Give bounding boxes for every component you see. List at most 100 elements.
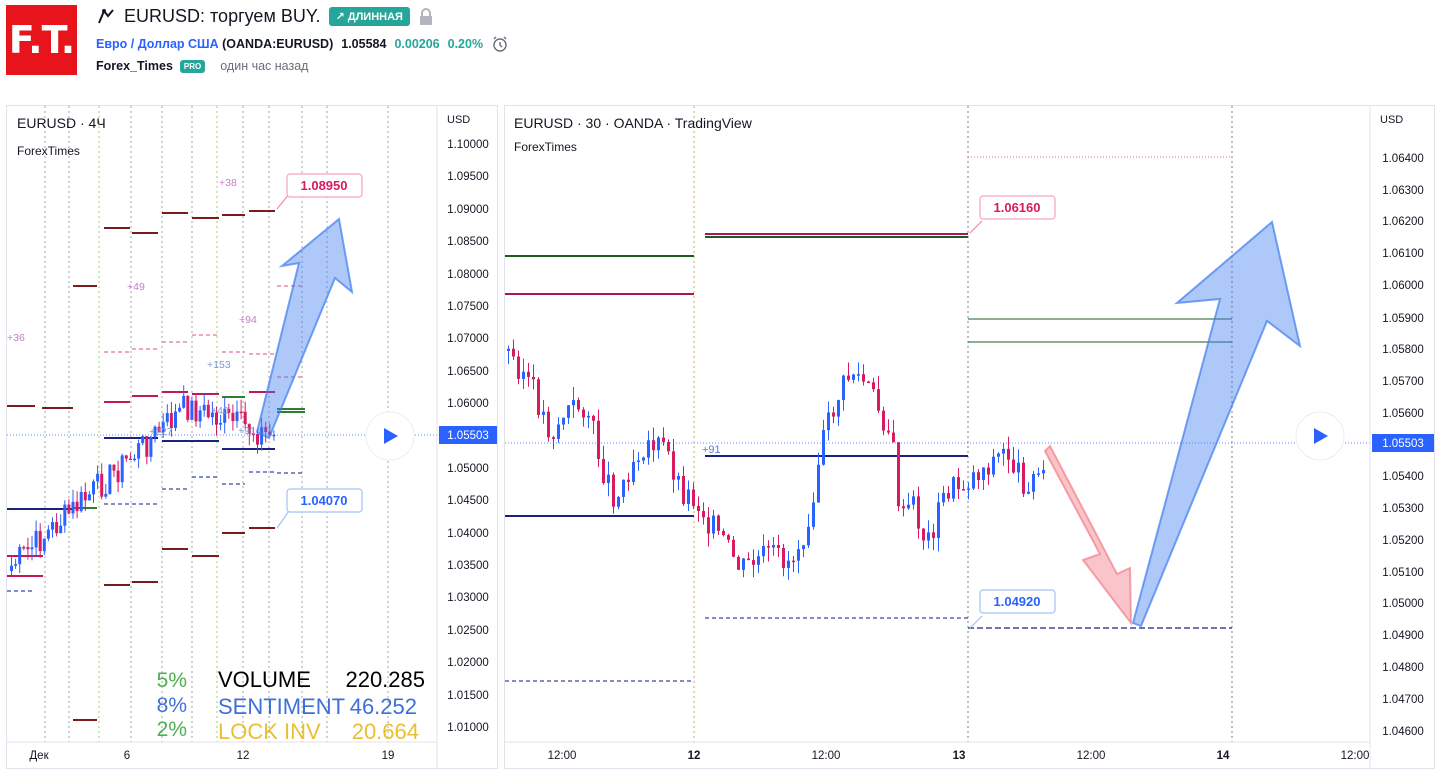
symbol-description: Евро / Доллар США: [96, 37, 219, 51]
right-chart-canvas[interactable]: +91 1.06160 1.04920 EURUSD · 30 · OANDA …: [505, 106, 1434, 768]
level-label: +40: [211, 405, 229, 417]
candle-body: [34, 530, 38, 548]
candle-body: [198, 410, 202, 422]
candle-body: [174, 411, 177, 428]
candle-body: [542, 411, 545, 415]
stop-price: 1.04070: [301, 493, 348, 508]
candle-body: [87, 494, 91, 501]
candle-body: [647, 440, 650, 458]
candle-body: [120, 455, 124, 483]
target-label: 1.08950: [276, 173, 363, 210]
time-tick-label: Дек: [29, 750, 49, 762]
candle-body: [83, 491, 87, 501]
price-tick-label: 1.09500: [447, 171, 489, 183]
candle-body: [907, 504, 910, 509]
candle-body: [190, 400, 194, 420]
buy-arrow: [1131, 220, 1302, 628]
candle-body: [108, 464, 112, 494]
candle-body: [215, 412, 218, 425]
candle-body: [512, 348, 515, 357]
candle-body: [1002, 448, 1005, 454]
candle-body: [182, 395, 186, 408]
candle-body: [712, 515, 715, 534]
price-tick-label: 1.06100: [1382, 248, 1424, 260]
right-chart-panel[interactable]: +91 1.06160 1.04920 EURUSD · 30 · OANDA …: [504, 105, 1435, 769]
candle-body: [852, 374, 855, 380]
candle-body: [607, 474, 610, 484]
right-chart-title: EURUSD · 30 · OANDA · TradingView: [514, 115, 753, 131]
right-grid: [693, 106, 1233, 742]
symbol-link[interactable]: Евро / Доллар США (OANDA:EURUSD): [96, 37, 333, 51]
candle-body: [992, 456, 995, 475]
candle-body: [617, 496, 620, 507]
level-label: +153: [207, 359, 231, 371]
candle-body: [186, 395, 190, 420]
candle-body: [867, 381, 870, 384]
price-tick-label: 1.02500: [447, 625, 489, 637]
candle-body: [612, 474, 615, 507]
left-current-price: 1.05503: [447, 430, 489, 442]
candle-body: [59, 525, 63, 534]
candle-body: [55, 522, 59, 534]
right-candles: [507, 339, 1045, 580]
alarm-icon[interactable]: [491, 35, 509, 53]
candle-body: [210, 412, 214, 418]
scroll-right-button[interactable]: [365, 411, 415, 461]
candle-body: [507, 348, 510, 351]
candle-body: [22, 546, 26, 549]
candle-body: [522, 371, 525, 379]
candle-body: [1007, 448, 1010, 460]
left-chart-canvas[interactable]: +38 +49 +36 +94 +153 +40 +227 +91 1.08950 1.040…: [7, 106, 497, 768]
candle-body: [627, 479, 630, 482]
candle-body: [63, 504, 67, 526]
time-tick-label: 13: [953, 750, 966, 762]
candle-body: [927, 532, 930, 541]
candle-body: [100, 473, 104, 497]
author-row: Forex_Times PRO один час назад: [96, 59, 308, 73]
candle-body: [642, 457, 645, 461]
price-tick-label: 1.04900: [1382, 630, 1424, 642]
candle-body: [897, 442, 900, 507]
candle-body: [149, 436, 153, 457]
price-change: 0.00206: [394, 37, 440, 51]
candle-body: [677, 475, 680, 480]
candle-body: [732, 539, 735, 557]
price-tick-label: 1.06500: [447, 366, 489, 378]
time-tick-label: 14: [1217, 750, 1230, 762]
candle-body: [243, 411, 247, 425]
candle-body: [857, 374, 860, 376]
candle-body: [264, 427, 268, 432]
candle-body: [137, 443, 141, 459]
price-tick-label: 1.05600: [1382, 408, 1424, 420]
candle-body: [947, 493, 950, 499]
candle-body: [757, 556, 760, 565]
stat-value-sentiment: 46.252: [350, 694, 417, 719]
price-tick-label: 1.05700: [1382, 376, 1424, 388]
candle-body: [251, 433, 255, 436]
right-levels: [505, 156, 1232, 682]
candle-body: [194, 400, 198, 422]
candle-body: [26, 547, 30, 550]
candle-body: [71, 501, 75, 514]
candle-body: [987, 467, 990, 475]
right-current-price: 1.05503: [1382, 438, 1424, 450]
candle-body: [767, 546, 770, 548]
left-chart-panel[interactable]: +38 +49 +36 +94 +153 +40 +227 +91 1.08950 1.040…: [6, 105, 498, 769]
price-tick-label: 1.06000: [447, 398, 489, 410]
stop-label: 1.04920: [969, 589, 1056, 629]
candle-body: [982, 467, 985, 481]
scroll-right-button[interactable]: [1295, 411, 1345, 461]
candle-body: [967, 488, 970, 491]
brand-logo[interactable]: F.T.: [6, 5, 77, 75]
time-tick-label: 6: [124, 750, 130, 762]
candle-body: [772, 545, 775, 548]
pro-badge: PRO: [179, 59, 206, 73]
candle-body: [165, 413, 169, 423]
candle-body: [92, 481, 95, 495]
candle-body: [887, 430, 890, 433]
candle-body: [562, 417, 565, 425]
stat-name-volume: VOLUME: [218, 667, 311, 692]
candle-body: [547, 411, 550, 438]
author-name[interactable]: Forex_Times: [96, 59, 173, 73]
candle-body: [722, 530, 725, 536]
